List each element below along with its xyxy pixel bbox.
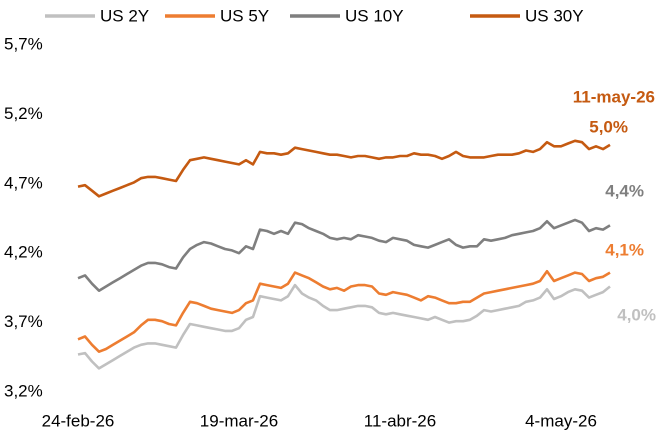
series-line bbox=[77, 283, 611, 370]
series-line bbox=[77, 139, 611, 198]
x-tick-label: 24-feb-26 bbox=[42, 411, 115, 430]
series-line bbox=[77, 218, 611, 292]
legend-label: US 2Y bbox=[100, 6, 149, 25]
end-label: 5,0% bbox=[589, 117, 628, 136]
end-label: 4,1% bbox=[605, 240, 644, 259]
x-tick-label: 11-abr-26 bbox=[364, 411, 436, 430]
legend-label: US 10Y bbox=[345, 6, 404, 25]
y-tick-label: 4,2% bbox=[4, 243, 43, 262]
legend-label: US 30Y bbox=[525, 6, 584, 25]
y-tick-label: 4,7% bbox=[4, 173, 43, 192]
end-label: 4,4% bbox=[605, 181, 644, 200]
annotation: 11-may-26 bbox=[573, 87, 655, 106]
y-tick-label: 5,2% bbox=[4, 104, 43, 123]
x-tick-label: 19-mar-26 bbox=[200, 411, 278, 430]
y-tick-label: 3,2% bbox=[4, 381, 43, 400]
y-tick-label: 3,7% bbox=[4, 312, 43, 331]
y-tick-label: 5,7% bbox=[4, 34, 43, 53]
end-label: 4,0% bbox=[617, 305, 656, 324]
series-line bbox=[77, 269, 611, 353]
x-tick-label: 4-may-26 bbox=[525, 411, 597, 430]
legend-label: US 5Y bbox=[220, 6, 269, 25]
